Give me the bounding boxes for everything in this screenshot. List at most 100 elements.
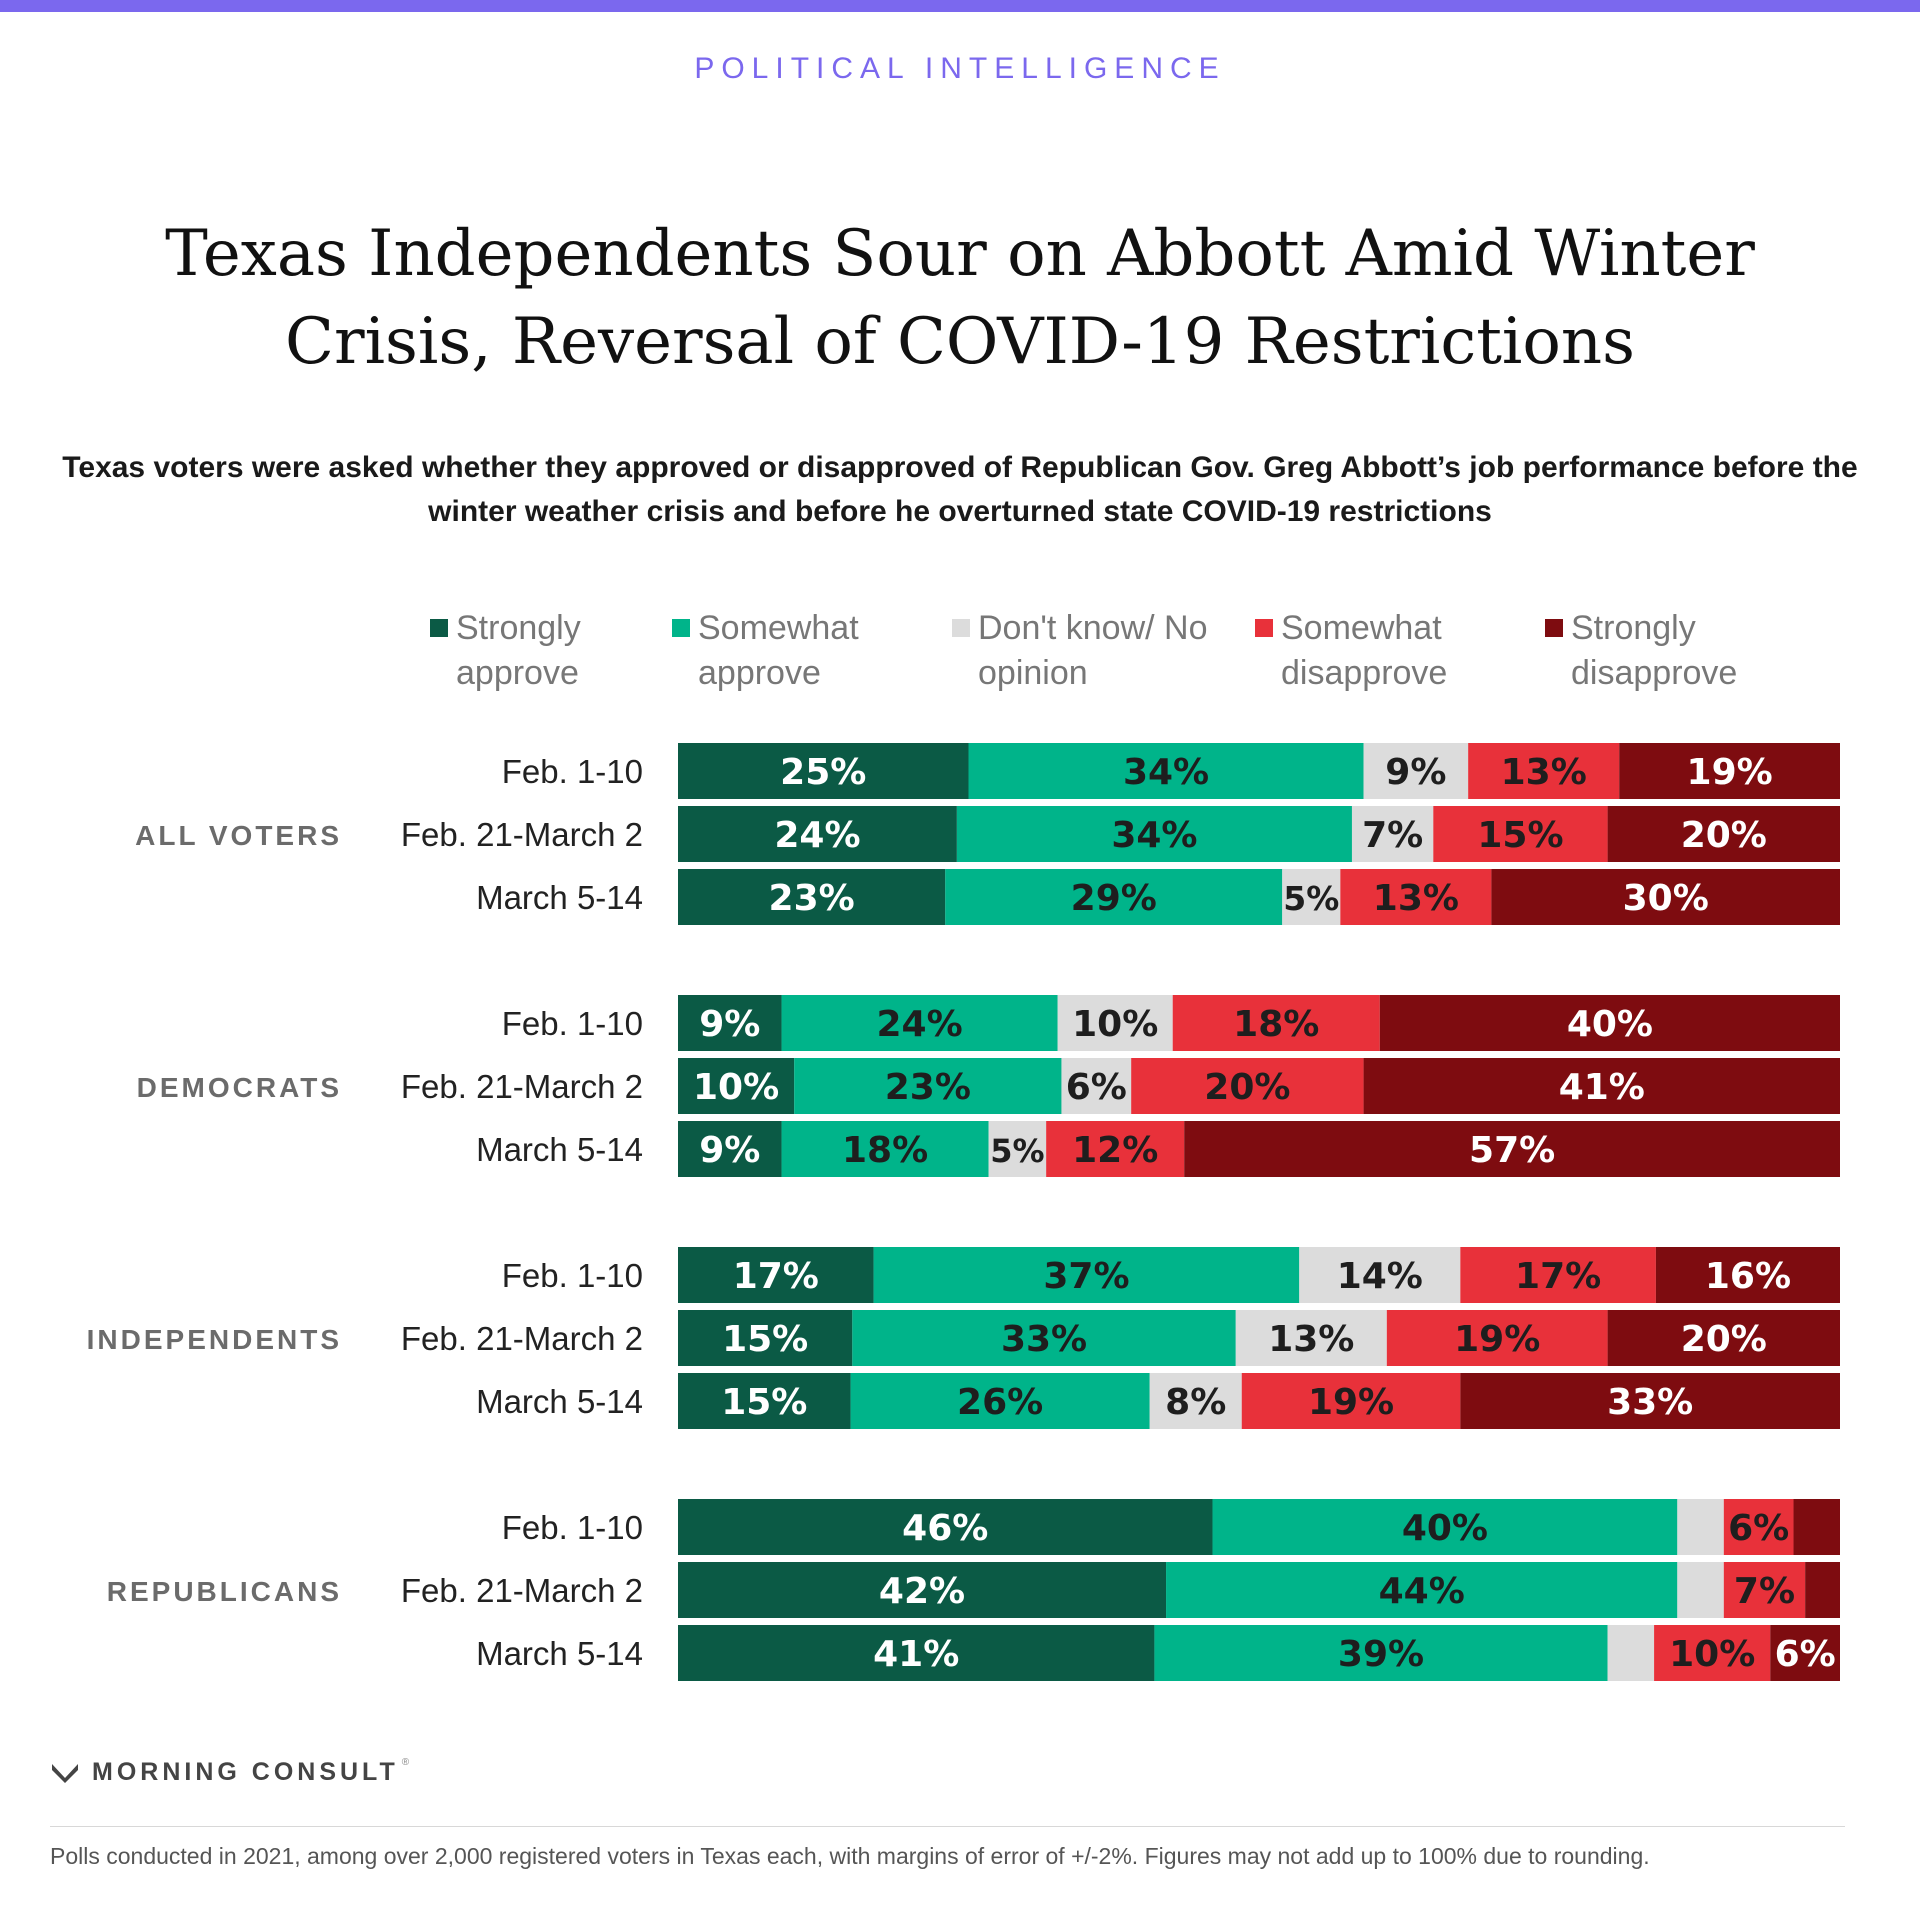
data-label: 23% bbox=[885, 1067, 971, 1108]
legend-swatch-somewhat-disapprove bbox=[1255, 619, 1273, 637]
bar-segment-dont-know bbox=[1677, 1562, 1724, 1618]
bar-segment-strongly-disapprove bbox=[1363, 1058, 1840, 1114]
data-label: 9% bbox=[1385, 752, 1446, 793]
data-label: 18% bbox=[1233, 1004, 1319, 1045]
data-label: 30% bbox=[1623, 878, 1709, 919]
bar-segment-strongly-disapprove bbox=[1805, 1562, 1840, 1618]
data-label: 25% bbox=[780, 752, 866, 793]
data-label: 13% bbox=[1373, 878, 1459, 919]
group-label: REPUBLICANS bbox=[107, 1576, 342, 1607]
bar-segment-strongly-approve bbox=[678, 1310, 853, 1366]
bar-segment-somewhat-approve bbox=[873, 1247, 1300, 1303]
data-label: 15% bbox=[722, 1319, 808, 1360]
data-label: 17% bbox=[733, 1256, 819, 1297]
data-label: 19% bbox=[1454, 1319, 1540, 1360]
logo-wordmark: MORNING CONSULT bbox=[92, 1758, 399, 1786]
bar-segment-dont-know bbox=[1607, 1625, 1655, 1681]
bar-segment-dont-know bbox=[1351, 806, 1434, 862]
data-label: 6% bbox=[1066, 1067, 1127, 1108]
legend-swatch-strongly-disapprove bbox=[1545, 619, 1563, 637]
data-label: 26% bbox=[957, 1382, 1043, 1423]
data-label: 57% bbox=[1469, 1130, 1555, 1171]
bar-segment-somewhat-approve bbox=[794, 1058, 1062, 1114]
bar-segment-somewhat-approve bbox=[781, 995, 1058, 1051]
bar-segment-somewhat-approve bbox=[945, 869, 1283, 925]
data-label: 10% bbox=[693, 1067, 779, 1108]
legend-swatch-dont-know bbox=[952, 619, 970, 637]
data-label: 7% bbox=[1734, 1571, 1795, 1612]
data-label: 8% bbox=[1165, 1382, 1226, 1423]
bar-segment-somewhat-disapprove bbox=[1386, 1310, 1608, 1366]
data-label: 5% bbox=[1283, 879, 1339, 918]
bar-segment-strongly-approve bbox=[678, 1121, 782, 1177]
chart-title: Texas Independents Sour on Abbott Amid W… bbox=[165, 217, 1755, 379]
legend-swatch-somewhat-approve bbox=[672, 619, 690, 637]
bar-segment-strongly-disapprove bbox=[1619, 743, 1840, 799]
period-label: Feb. 21-March 2 bbox=[401, 1572, 643, 1609]
legend-label: Don't know/ No opinion bbox=[978, 609, 1208, 692]
data-label: 34% bbox=[1111, 815, 1197, 856]
bar-segment-strongly-approve bbox=[678, 743, 969, 799]
data-label: 42% bbox=[879, 1571, 965, 1612]
data-label: 34% bbox=[1123, 752, 1209, 793]
period-label: Feb. 21-March 2 bbox=[401, 816, 643, 853]
bar-segment-strongly-approve bbox=[678, 869, 946, 925]
group-label: ALL VOTERS bbox=[135, 820, 342, 851]
data-label: 10% bbox=[1669, 1634, 1755, 1675]
bar-segment-strongly-disapprove bbox=[1184, 1121, 1840, 1177]
bar-segment-dont-know bbox=[1363, 743, 1469, 799]
bar-segment-somewhat-approve bbox=[850, 1373, 1150, 1429]
bar-segment-strongly-disapprove bbox=[1607, 806, 1840, 862]
data-label: 7% bbox=[1362, 815, 1423, 856]
data-label: 20% bbox=[1204, 1067, 1290, 1108]
data-label: 15% bbox=[721, 1382, 807, 1423]
bar-segment-dont-know bbox=[1282, 869, 1341, 925]
data-label: 6% bbox=[1775, 1634, 1836, 1675]
legend-label: Somewhat approve bbox=[698, 609, 859, 692]
data-label: 40% bbox=[1402, 1508, 1488, 1549]
data-label: 17% bbox=[1515, 1256, 1601, 1297]
bar-segment-somewhat-disapprove bbox=[1046, 1121, 1185, 1177]
data-label: 24% bbox=[877, 1004, 963, 1045]
bar-segment-somewhat-disapprove bbox=[1433, 806, 1608, 862]
data-label: 14% bbox=[1337, 1256, 1423, 1297]
legend-label: Strongly approve bbox=[456, 609, 581, 692]
group-label: DEMOCRATS bbox=[137, 1072, 342, 1103]
footnote: Polls conducted in 2021, among over 2,00… bbox=[50, 1843, 1650, 1869]
legend-label: Strongly disapprove bbox=[1571, 609, 1738, 692]
data-label: 9% bbox=[699, 1130, 760, 1171]
bar-segment-strongly-disapprove bbox=[1491, 869, 1840, 925]
bar-segment-strongly-disapprove bbox=[1655, 1247, 1840, 1303]
data-label: 41% bbox=[1559, 1067, 1645, 1108]
bar-segment-somewhat-approve bbox=[781, 1121, 989, 1177]
bar-segment-dont-know bbox=[988, 1121, 1047, 1177]
bar-segment-somewhat-approve bbox=[1166, 1562, 1678, 1618]
bar-segment-strongly-disapprove bbox=[1607, 1310, 1840, 1366]
legend-item-somewhat-disapprove: Somewhat disapprove bbox=[1255, 606, 1531, 696]
chart-legend: Strongly approve Somewhat approve Don't … bbox=[430, 606, 1870, 706]
bar-segment-dont-know bbox=[1149, 1373, 1242, 1429]
bar-segment-strongly-approve bbox=[678, 1373, 851, 1429]
period-label: Feb. 21-March 2 bbox=[401, 1068, 643, 1105]
data-label: 20% bbox=[1681, 815, 1767, 856]
data-label: 24% bbox=[774, 815, 860, 856]
data-label: 19% bbox=[1308, 1382, 1394, 1423]
bar-segment-strongly-disapprove bbox=[1770, 1625, 1840, 1681]
chart-subtitle: Texas voters were asked whether they app… bbox=[62, 451, 1858, 528]
period-label: March 5-14 bbox=[476, 879, 643, 916]
bar-segment-somewhat-disapprove bbox=[1340, 869, 1492, 925]
bar-segment-strongly-approve bbox=[678, 1058, 795, 1114]
data-label: 20% bbox=[1681, 1319, 1767, 1360]
bar-segment-strongly-approve bbox=[678, 1247, 874, 1303]
bar-segment-strongly-approve bbox=[678, 1562, 1167, 1618]
bar-segment-somewhat-disapprove bbox=[1172, 995, 1380, 1051]
bar-segment-somewhat-disapprove bbox=[1654, 1625, 1771, 1681]
bar-segment-somewhat-approve bbox=[1212, 1499, 1678, 1555]
bar-segment-strongly-disapprove bbox=[1460, 1373, 1840, 1429]
data-label: 29% bbox=[1071, 878, 1157, 919]
data-label: 15% bbox=[1477, 815, 1563, 856]
bar-segment-dont-know bbox=[1061, 1058, 1132, 1114]
data-label: 13% bbox=[1501, 752, 1587, 793]
legend-label: Somewhat disapprove bbox=[1281, 609, 1448, 692]
